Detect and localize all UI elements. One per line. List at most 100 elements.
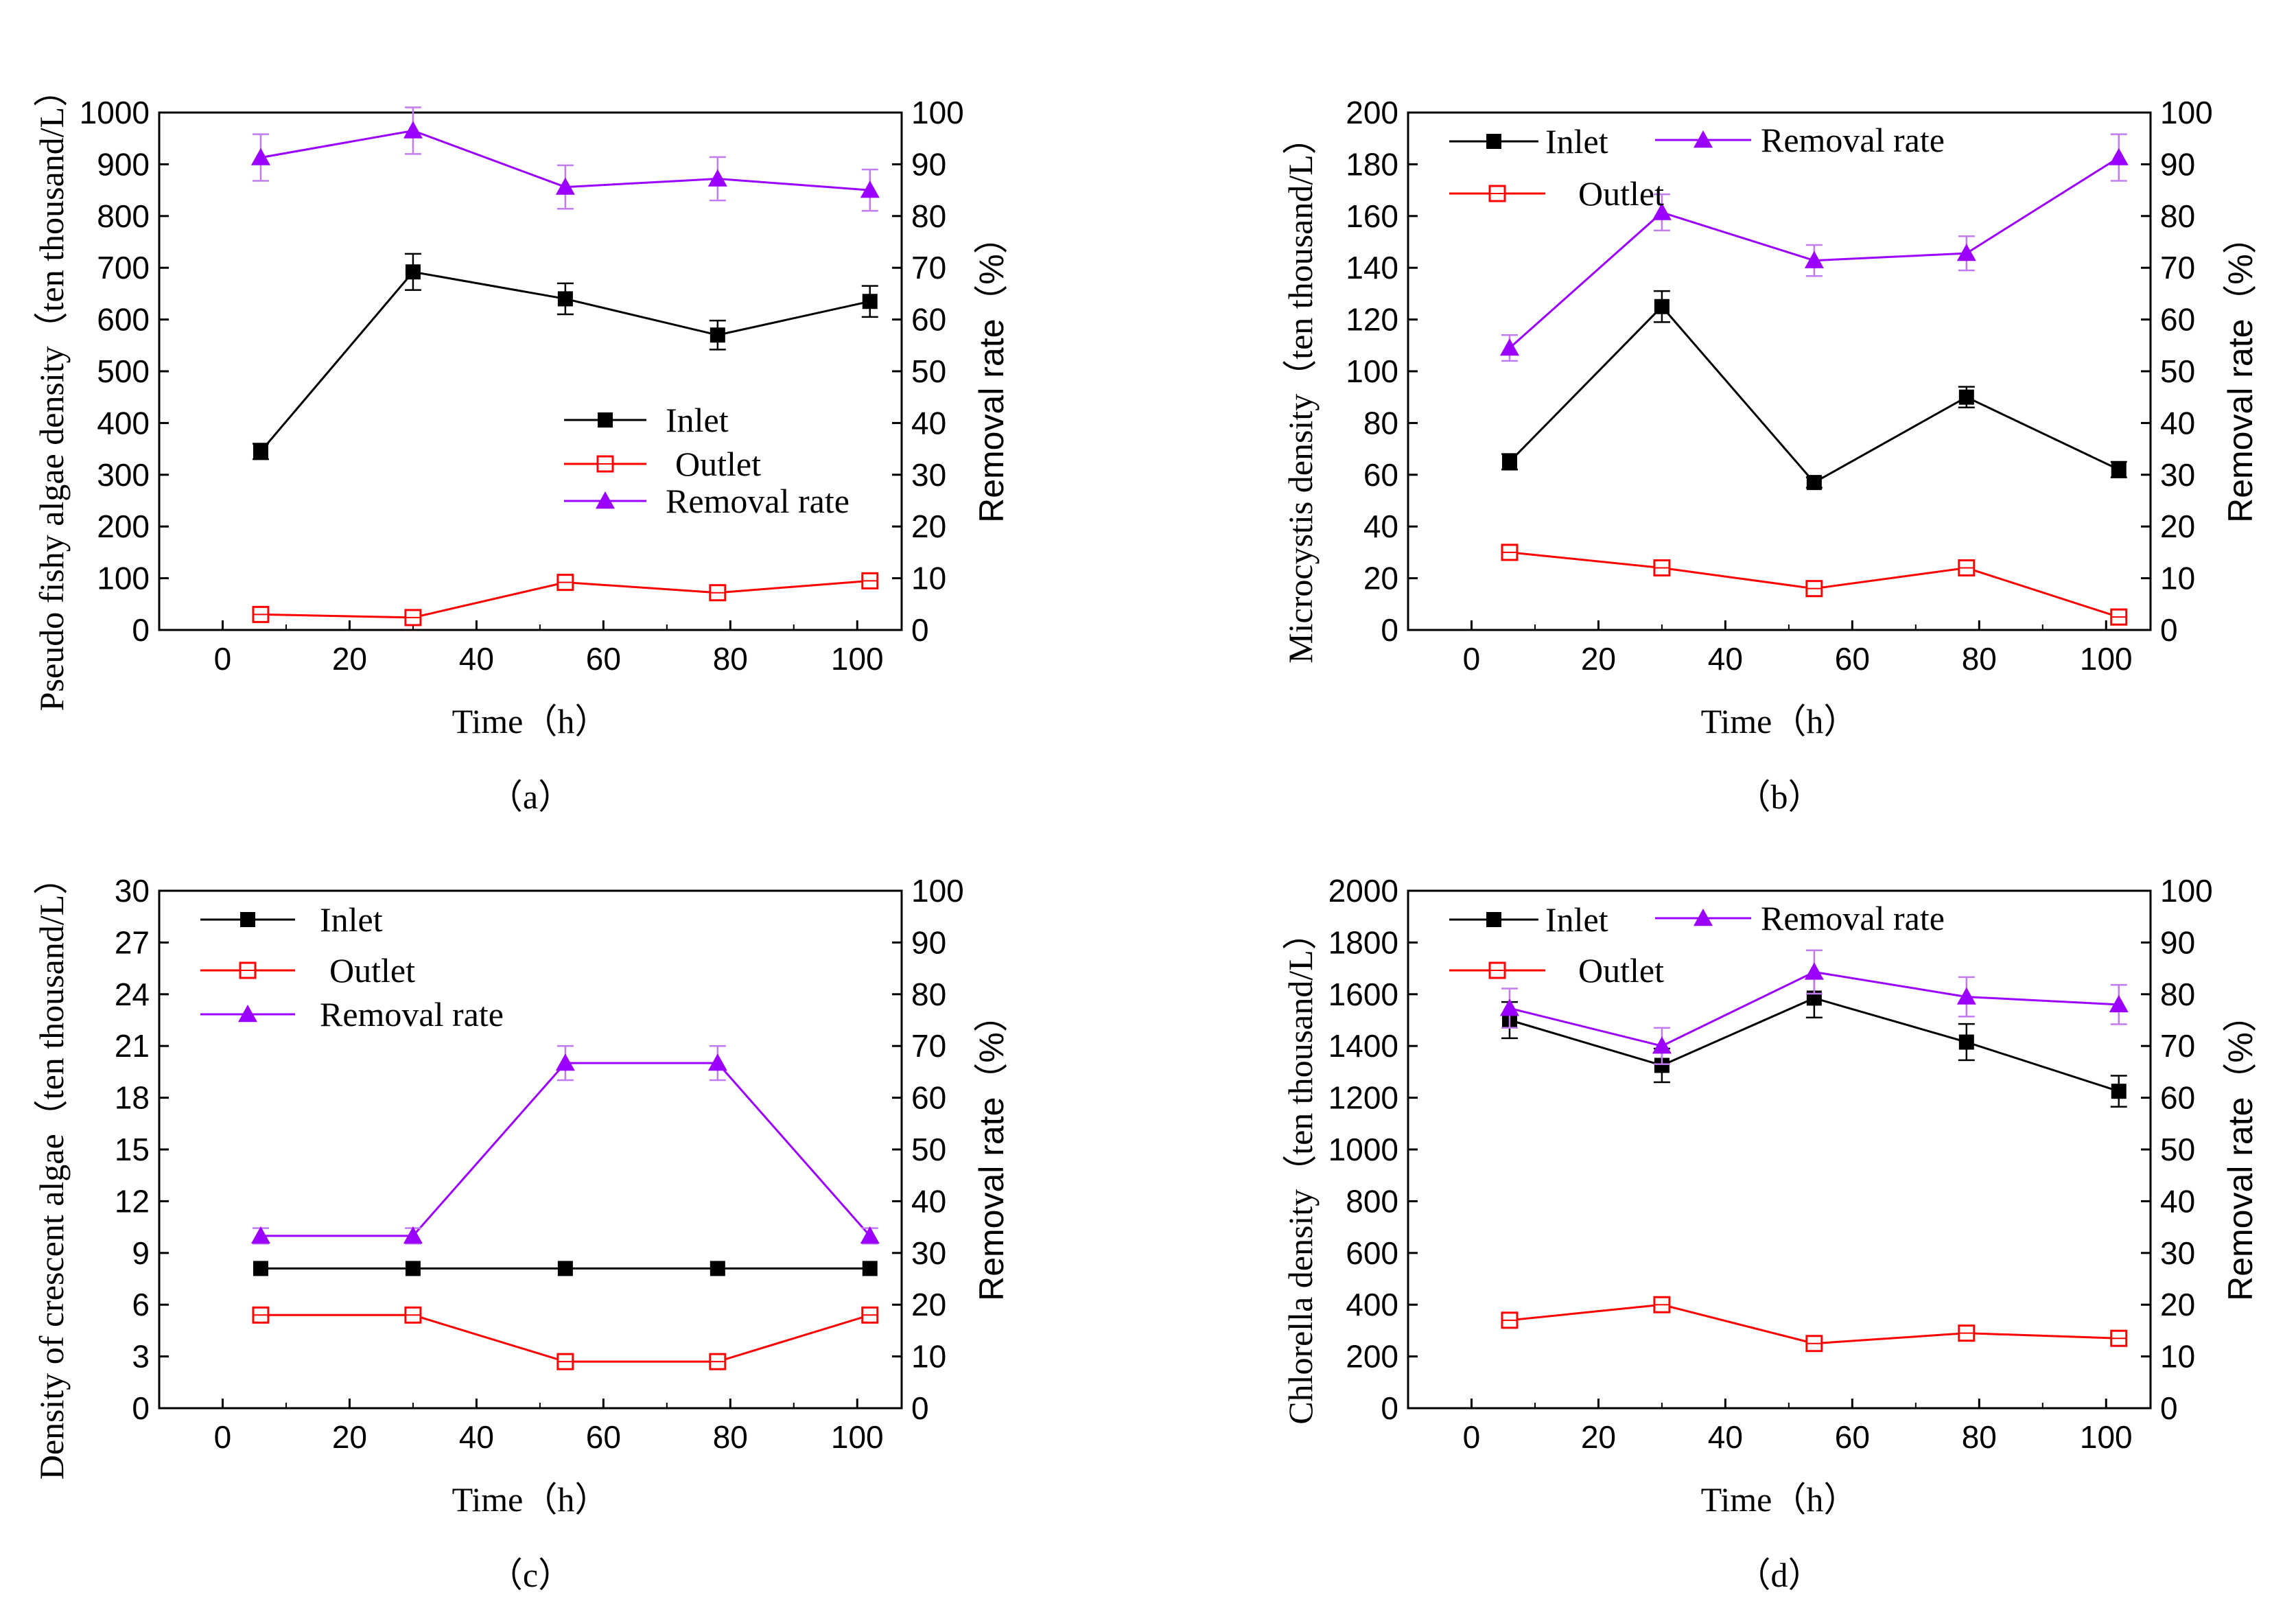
data-point [2109,994,2129,1013]
data-point [557,1261,573,1276]
legend-label: Outlet [1578,951,1664,990]
panel-label: （d） [1737,1556,1823,1594]
y-tick-label: 18 [115,1080,150,1116]
y-tick-label: 800 [1346,1183,1398,1219]
y2-tick-label: 60 [911,1080,946,1116]
data-point [862,294,878,309]
x-tick-label: 80 [1962,641,1997,677]
y2-tick-label: 10 [911,561,946,596]
y-tick-label: 1600 [1328,977,1398,1012]
data-point [1654,299,1670,314]
y2-tick-label: 50 [911,1132,946,1167]
legend-item-inlet: Inlet [200,900,383,939]
legend-marker [1486,912,1501,927]
x-tick-label: 0 [1463,641,1481,677]
series-removal-rate [1499,949,2129,1065]
y-tick-label: 1400 [1328,1028,1398,1064]
data-point [860,1226,880,1244]
y-tick-label: 800 [97,198,150,234]
data-point [1956,987,1976,1005]
series-inlet [253,1261,878,1276]
y-tick-label: 0 [1381,1390,1398,1426]
y-tick-label: 0 [132,612,150,648]
series-removal-rate [250,1044,880,1245]
y2-tick-label: 10 [2160,561,2195,596]
y2-tick-label: 20 [911,509,946,544]
legend-label: Inlet [1545,900,1608,939]
legend-item-inlet: Inlet [564,401,729,439]
y2-tick-label: 50 [2160,353,2195,389]
data-point [1501,454,1517,469]
y2-tick-label: 20 [2160,509,2195,544]
legend-item-outlet: Outlet [200,951,415,990]
y-tick-label: 1200 [1328,1080,1398,1116]
x-tick-label: 40 [459,1419,494,1455]
data-point [1652,202,1672,220]
y-tick-label: 12 [115,1183,150,1219]
panel-label: （b） [1737,778,1823,816]
chart-panel-a: 0 20 40 60 80 1000100200300400500600700800900… [32,73,1011,816]
y2-tick-label: 60 [2160,1080,2195,1116]
legend: Inlet Outlet Removal rate [200,900,504,1033]
x-tick-label: 100 [831,1419,884,1455]
y2-tick-label: 90 [2160,924,2195,960]
data-point [1806,475,1822,491]
legend-label: Removal rate [1761,121,1945,159]
legend-marker [1694,909,1713,926]
x-tick-label: 0 [214,1419,232,1455]
y2-tick-label: 70 [911,1028,946,1064]
y2-axis-label: Removal rate（%） [2221,220,2260,523]
y-tick-label: 24 [115,977,150,1012]
data-point [253,1261,268,1276]
y2-tick-label: 0 [911,612,929,648]
x-axis-label: Time（h） [1701,1480,1858,1519]
y-tick-label: 900 [97,146,150,182]
data-point [1499,998,1519,1016]
x-tick-label: 20 [1581,1419,1616,1455]
y-tick-label: 600 [1346,1235,1398,1271]
series-outlet [1501,1296,2128,1353]
y2-tick-label: 90 [911,924,946,960]
x-tick-label: 80 [713,641,748,677]
y2-tick-label: 100 [911,873,964,909]
series-line [260,1062,871,1237]
y2-tick-label: 10 [2160,1339,2195,1375]
y2-tick-label: 40 [2160,1183,2195,1219]
y2-tick-label: 90 [911,146,946,182]
y2-tick-label: 60 [911,302,946,338]
y-tick-label: 40 [1363,509,1398,544]
plot-frame [158,889,903,1410]
x-tick-label: 40 [459,641,494,677]
series-removal-rate [1499,133,2129,362]
legend-marker [1694,130,1713,148]
y-tick-label: 160 [1346,198,1398,234]
y2-tick-label: 0 [911,1390,929,1426]
x-tick-label: 40 [1708,1419,1743,1455]
y-tick-label: 20 [1363,561,1398,596]
data-point [405,1261,421,1276]
y-tick-label: 1800 [1328,924,1398,960]
y2-tick-label: 70 [2160,250,2195,285]
y-tick-label: 100 [1346,353,1398,389]
x-tick-label: 20 [1581,641,1616,677]
data-point [250,1226,270,1244]
data-point [1499,338,1519,356]
y-tick-label: 400 [97,405,150,441]
y2-tick-label: 90 [2160,146,2195,182]
legend-item-outlet: Outlet [1449,951,1664,990]
legend-marker [598,412,613,428]
y2-tick-label: 30 [2160,1235,2195,1271]
legend-marker [240,912,255,927]
data-point [557,291,573,307]
data-point [2109,148,2129,165]
y2-tick-label: 0 [2160,612,2178,648]
y-tick-label: 15 [115,1132,150,1167]
data-point [1804,250,1824,268]
x-axis-label: Time（h） [452,702,609,740]
y2-tick-label: 20 [911,1287,946,1322]
data-point [2111,1084,2127,1099]
x-tick-label: 60 [586,641,621,677]
y-tick-label: 30 [115,873,150,909]
series-inlet [1501,290,2127,491]
